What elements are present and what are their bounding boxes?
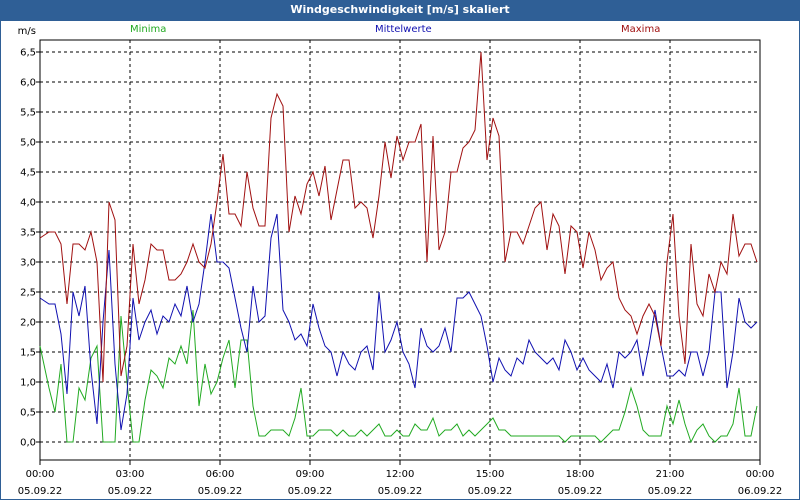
y-tick-label: 6,5 xyxy=(20,48,36,59)
y-tick-label: 2,5 xyxy=(20,288,36,299)
y-tick-label: 6,0 xyxy=(20,78,36,89)
x-tick-label-date: 05.09.22 xyxy=(468,486,513,497)
legend-minima: Minima xyxy=(130,24,167,35)
y-tick-label: 2,0 xyxy=(20,318,36,329)
x-tick-label-time: 18:00 xyxy=(566,469,595,480)
x-tick-label-date: 05.09.22 xyxy=(378,486,423,497)
y-tick-label: 4,0 xyxy=(20,198,36,209)
x-tick-label-date: 05.09.22 xyxy=(648,486,693,497)
series-line-mittelwerte xyxy=(39,213,758,431)
legend-mittelwerte: Mittelwerte xyxy=(375,24,432,35)
x-tick-label-time: 09:00 xyxy=(296,469,325,480)
chart-title: Windgeschwindigkeit [m/s] skaliert xyxy=(0,0,800,20)
x-tick-label-time: 00:00 xyxy=(746,469,775,480)
y-tick-label: 4,5 xyxy=(20,168,36,179)
legend-maxima: Maxima xyxy=(621,24,661,35)
x-tick-label-time: 06:00 xyxy=(206,469,235,480)
y-tick-label: 0,5 xyxy=(20,408,36,419)
y-tick-label: 0,0 xyxy=(20,438,36,449)
x-tick-label-date: 05.09.22 xyxy=(288,486,333,497)
x-tick-label-time: 15:00 xyxy=(476,469,505,480)
x-tick-label-date: 05.09.22 xyxy=(18,486,63,497)
y-axis-label: m/s xyxy=(18,26,36,37)
x-tick-label-time: 12:00 xyxy=(386,469,415,480)
x-tick-label-time: 00:00 xyxy=(26,469,55,480)
y-tick-label: 1,0 xyxy=(20,378,36,389)
y-tick-label: 3,0 xyxy=(20,258,36,269)
y-tick-label: 5,0 xyxy=(20,138,36,149)
x-tick-label-time: 21:00 xyxy=(656,469,685,480)
series-line-minima xyxy=(39,309,758,444)
y-tick-label: 5,5 xyxy=(20,108,36,119)
x-tick-label-date: 06.09.22 xyxy=(738,486,783,497)
x-tick-label-date: 05.09.22 xyxy=(108,486,153,497)
x-tick-label-date: 05.09.22 xyxy=(198,486,243,497)
series-line-maxima xyxy=(39,51,758,383)
x-tick-label-date: 05.09.22 xyxy=(558,486,603,497)
y-tick-label: 1,5 xyxy=(20,348,36,359)
y-tick-label: 3,5 xyxy=(20,228,36,239)
x-tick-label-time: 03:00 xyxy=(116,469,145,480)
